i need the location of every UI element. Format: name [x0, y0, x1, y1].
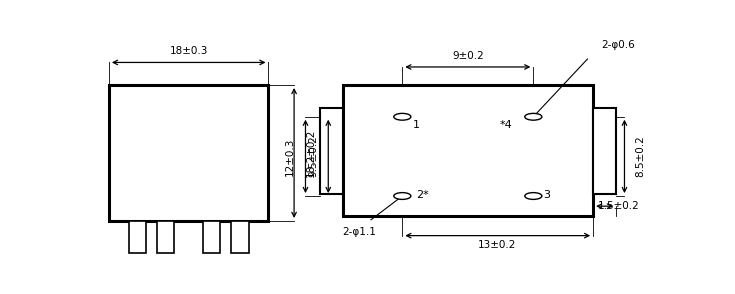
- Text: 1.5±0.2: 1.5±0.2: [598, 201, 639, 211]
- Text: 18±0.3: 18±0.3: [170, 46, 208, 56]
- Bar: [109, 85, 268, 221]
- Text: 9.5±0.2: 9.5±0.2: [308, 136, 318, 177]
- Text: 13±0.2: 13±0.2: [478, 240, 517, 250]
- Bar: [232, 221, 248, 253]
- Text: 8.5±0.2: 8.5±0.2: [635, 136, 645, 177]
- Text: 9±0.2: 9±0.2: [452, 51, 484, 61]
- Bar: [320, 108, 343, 194]
- Text: *4: *4: [499, 120, 512, 130]
- Bar: [157, 221, 174, 253]
- Circle shape: [394, 113, 411, 120]
- Text: 18.2±0.2: 18.2±0.2: [306, 129, 316, 177]
- Text: 1: 1: [412, 120, 420, 130]
- Bar: [129, 221, 146, 253]
- Text: 2*: 2*: [417, 190, 429, 200]
- Text: 12±0.3: 12±0.3: [285, 137, 295, 176]
- Text: 3: 3: [544, 190, 551, 200]
- Text: 2-φ0.6: 2-φ0.6: [602, 41, 636, 51]
- Bar: [593, 108, 616, 194]
- Circle shape: [394, 193, 411, 199]
- Circle shape: [525, 193, 542, 199]
- Text: 2-φ1.1: 2-φ1.1: [343, 227, 376, 237]
- Bar: [203, 221, 220, 253]
- Circle shape: [525, 113, 542, 120]
- Bar: [343, 85, 593, 216]
